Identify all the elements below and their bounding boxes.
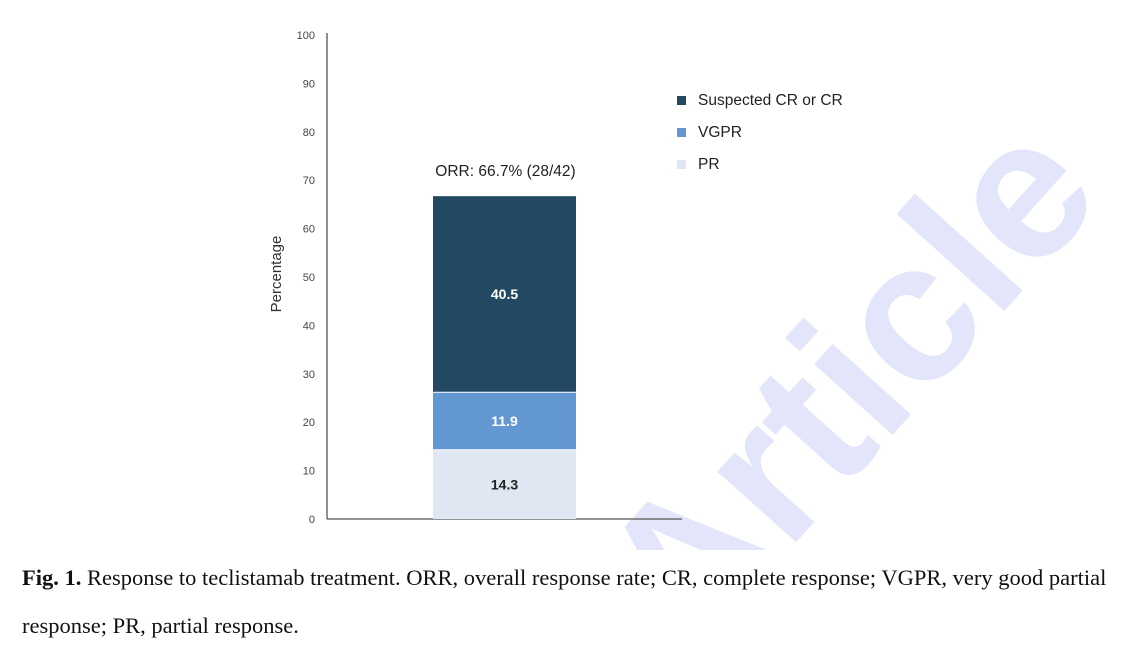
legend-swatch <box>677 96 686 105</box>
y-tick-label: 60 <box>303 224 315 236</box>
figure-caption-text: Response to teclistamab treatment. ORR, … <box>22 565 1107 638</box>
watermark: Article <box>556 77 1124 550</box>
y-tick-label: 50 <box>303 272 315 284</box>
bar-segment <box>433 449 576 519</box>
watermark-text: Article <box>556 77 1124 550</box>
y-tick-label: 0 <box>309 514 315 526</box>
chart-axes: 0 10 20 30 40 50 60 70 80 90 100 Percentage <box>268 30 682 526</box>
legend-label: PR <box>698 156 720 173</box>
figure-caption: Fig. 1. Response to teclistamab treatmen… <box>22 554 1112 650</box>
y-tick-label: 70 <box>303 175 315 187</box>
orr-annotation: ORR: 66.7% (28/42) <box>435 163 575 180</box>
figure-caption-label: Fig. 1. <box>22 565 82 590</box>
y-tick-label: 30 <box>303 369 315 381</box>
legend-swatch <box>677 160 686 169</box>
y-tick-label: 20 <box>303 417 315 429</box>
bar-value-label: 11.9 <box>491 413 518 429</box>
bar-segment <box>433 392 576 450</box>
bar-value-label: 40.5 <box>491 286 518 302</box>
y-tick-label: 10 <box>303 466 315 478</box>
chart-bars: 14.3 11.9 40.5 ORR: 66.7% (28/42) <box>433 163 576 519</box>
stacked-bar-chart: Article 0 10 20 30 40 50 60 70 80 90 100 Percentage… <box>268 30 1124 550</box>
legend-swatch <box>677 128 686 137</box>
chart-legend: Suspected CR or CR VGPR PR <box>677 92 843 173</box>
y-axis-title: Percentage <box>268 236 285 313</box>
legend-label: VGPR <box>698 124 742 141</box>
y-tick-label: 100 <box>297 30 315 42</box>
bar-segment <box>433 196 576 393</box>
bar-value-label: 14.3 <box>491 476 518 492</box>
y-tick-label: 90 <box>303 78 315 90</box>
y-tick-label: 40 <box>303 320 315 332</box>
y-tick-label: 80 <box>303 127 315 139</box>
legend-label: Suspected CR or CR <box>698 92 843 109</box>
